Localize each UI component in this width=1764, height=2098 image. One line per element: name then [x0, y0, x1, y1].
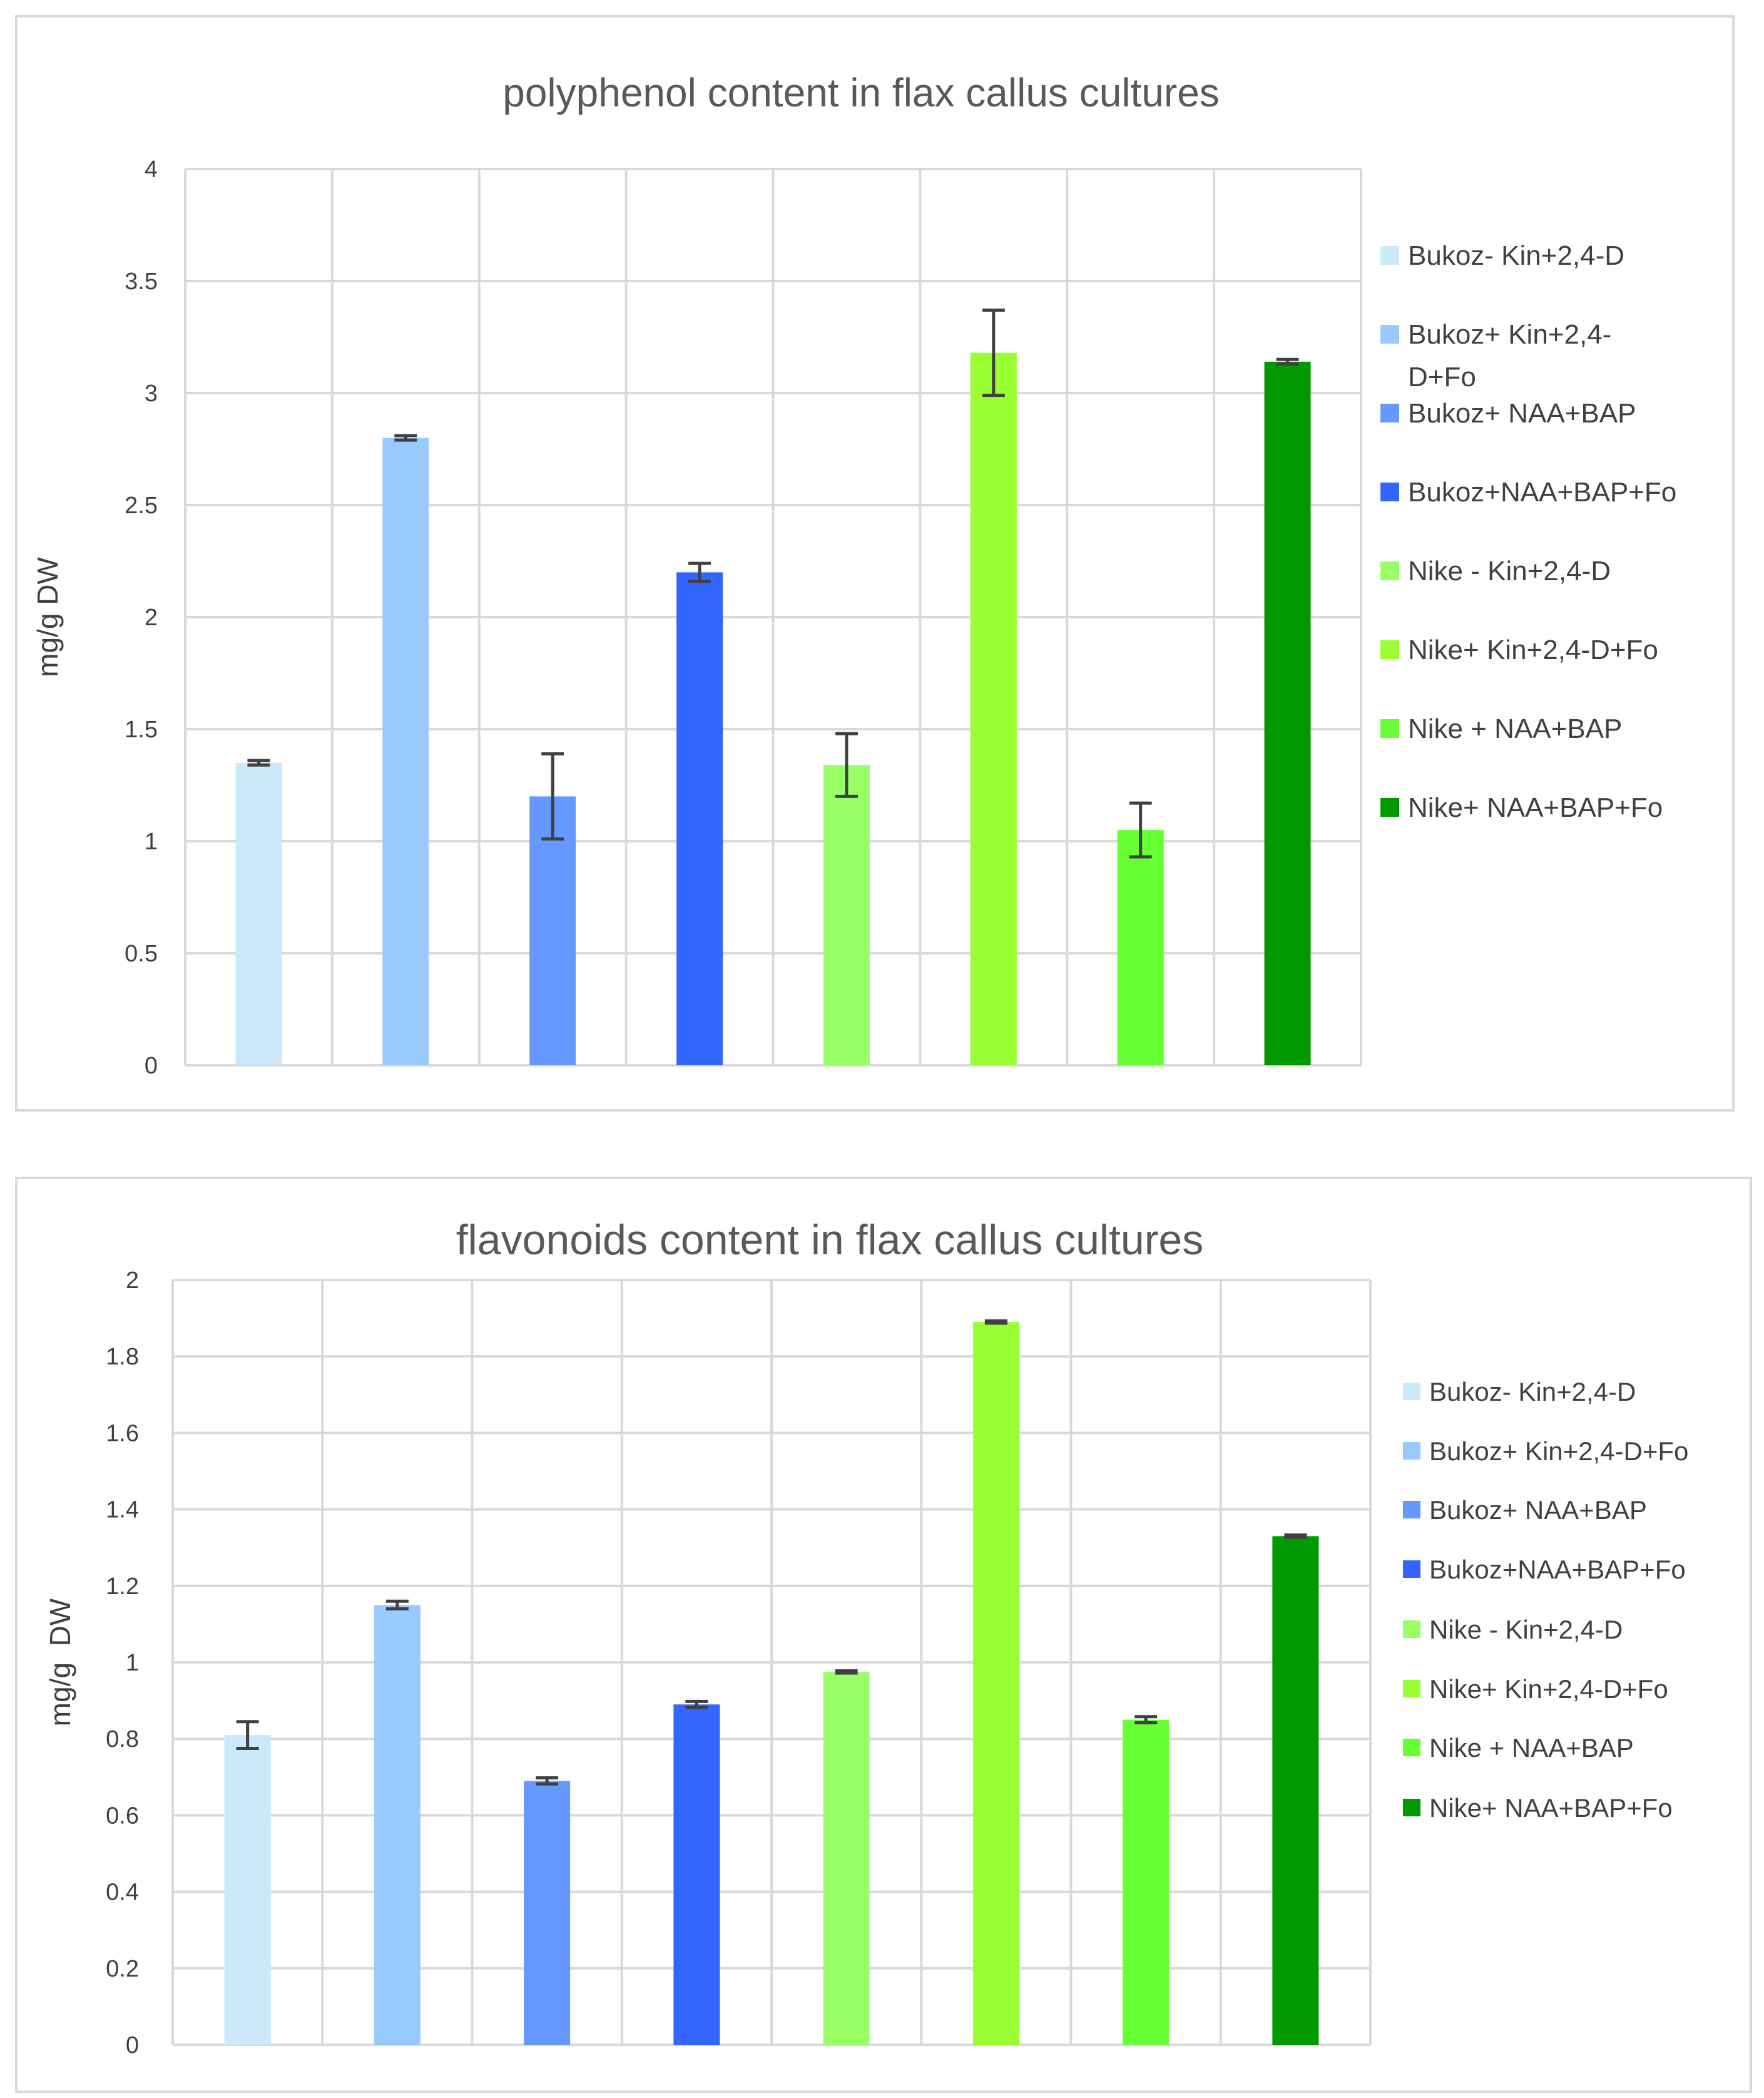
y-tick-label: 0: [126, 2032, 139, 2059]
bar: [676, 572, 723, 1065]
error-bar: [1129, 801, 1152, 859]
chart-title: polyphenol content in flax callus cultur…: [502, 70, 1220, 115]
error-bar: [688, 561, 711, 583]
legend-swatch: [1403, 1442, 1420, 1460]
error-bar: [247, 759, 270, 767]
chart-title: flavonoids content in flax callus cultur…: [456, 1216, 1203, 1264]
bar: [1123, 1719, 1170, 2045]
bar: [673, 1704, 720, 2045]
bar: [1272, 1536, 1319, 2045]
bar: [374, 1605, 421, 2045]
y-tick-label: 0.4: [106, 1880, 139, 1906]
y-tick-label: 1: [126, 1650, 139, 1676]
legend-swatch: [1380, 325, 1399, 344]
legend-label: Bukoz+ Kin+2,4-D+Fo: [1408, 319, 1611, 392]
legend-label: Nike + NAA+BAP: [1408, 714, 1622, 744]
bar: [524, 1781, 571, 2045]
y-tick-label: 1.6: [106, 1420, 139, 1446]
y-tick-label: 2: [145, 605, 158, 631]
error-bar: [982, 309, 1005, 397]
legend-label: Bukoz+ NAA+BAP: [1408, 398, 1636, 429]
bar: [970, 352, 1017, 1065]
legend-swatch: [1380, 246, 1399, 265]
legend-swatch: [1403, 1799, 1420, 1816]
legend-swatch: [1403, 1501, 1420, 1518]
legend-swatch: [1380, 561, 1399, 580]
legend-label: Nike + NAA+BAP: [1429, 1733, 1634, 1763]
y-tick-label: 0: [145, 1053, 158, 1079]
error-bar: [236, 1720, 259, 1750]
y-tick-label: 0.6: [106, 1803, 139, 1829]
legend-label: Bukoz+NAA+BAP+Fo: [1408, 477, 1676, 508]
y-tick-label: 0.2: [106, 1956, 139, 1982]
error-bar: [1276, 357, 1299, 366]
error-bar: [541, 752, 564, 841]
legend: Bukoz- Kin+2,4-D Bukoz+ Kin+2,4-D+Fo Bukoz…: [1380, 240, 1676, 823]
flavonoids-chart-panel: [15, 1177, 1752, 2093]
legend-label: Nike+ NAA+BAP+Fo: [1429, 1793, 1673, 1823]
legend: Bukoz- Kin+2,4-D Bukoz+ Kin+2,4-D+Fo Bukoz…: [1403, 1377, 1688, 1823]
legend-label: Bukoz+ Kin+2,4-D+Fo: [1429, 1436, 1688, 1466]
error-bar: [835, 1669, 858, 1675]
chart-2: flavonoids content in flax callus cultur…: [44, 1216, 1688, 2059]
y-tick-label: 3: [145, 381, 158, 407]
y-axis-label: mg/g DW: [31, 557, 64, 677]
legend-swatch: [1380, 483, 1399, 501]
legend-label: Nike+ NAA+BAP+Fo: [1408, 792, 1663, 823]
bar: [382, 438, 429, 1065]
y-tick-label: 2: [126, 1267, 139, 1294]
legend-label: Bukoz+ NAA+BAP: [1429, 1495, 1647, 1525]
y-tick-label: 0.8: [106, 1726, 139, 1753]
error-bar: [536, 1776, 559, 1786]
bar: [1264, 361, 1311, 1065]
legend-swatch: [1403, 1680, 1420, 1697]
legend-swatch: [1403, 1560, 1420, 1578]
y-tick-label: 3.5: [125, 269, 158, 295]
y-tick-label: 1: [145, 829, 158, 855]
y-tick-label: 1.4: [106, 1497, 139, 1523]
bar: [823, 1672, 870, 2045]
chart-1: polyphenol content in flax callus cultur…: [31, 70, 1676, 1079]
y-tick-label: 4: [145, 156, 158, 183]
error-bar: [685, 1699, 708, 1709]
bar: [972, 1322, 1019, 2045]
y-tick-label: 2.5: [125, 493, 158, 519]
legend-label: Bukoz+NAA+BAP+Fo: [1429, 1555, 1686, 1584]
bar: [235, 762, 282, 1065]
y-axis-label: mg/g DW: [44, 1598, 76, 1726]
legend-swatch: [1380, 719, 1399, 738]
legend-swatch: [1380, 404, 1399, 422]
legend-swatch: [1380, 798, 1399, 817]
y-tick-label: 1.2: [106, 1574, 139, 1600]
error-bar: [1284, 1533, 1307, 1539]
error-bar: [394, 434, 417, 442]
bar: [529, 796, 576, 1065]
legend-swatch: [1403, 1383, 1420, 1400]
error-bar: [385, 1599, 409, 1610]
y-tick-label: 1.5: [125, 717, 158, 743]
legend-swatch: [1380, 640, 1399, 659]
bar: [224, 1735, 271, 2045]
legend-label: Nike+ Kin+2,4-D+Fo: [1408, 635, 1658, 665]
legend-label: Nike - Kin+2,4-D: [1408, 556, 1611, 586]
legend-label: Bukoz- Kin+2,4-D: [1408, 240, 1624, 271]
y-tick-label: 1.8: [106, 1344, 139, 1370]
bar: [823, 765, 870, 1065]
legend-label: Bukoz- Kin+2,4-D: [1429, 1377, 1636, 1406]
polyphenol-chart-panel: [15, 15, 1735, 1112]
error-bar: [835, 732, 858, 798]
legend-label: Nike - Kin+2,4-D: [1429, 1615, 1623, 1644]
error-bar: [984, 1319, 1007, 1325]
y-tick-label: 0.5: [125, 941, 158, 967]
legend-swatch: [1403, 1620, 1420, 1638]
legend-label: Nike+ Kin+2,4-D+Fo: [1429, 1674, 1668, 1704]
bar: [1117, 830, 1164, 1065]
legend-swatch: [1403, 1739, 1420, 1756]
error-bar: [1134, 1715, 1158, 1725]
